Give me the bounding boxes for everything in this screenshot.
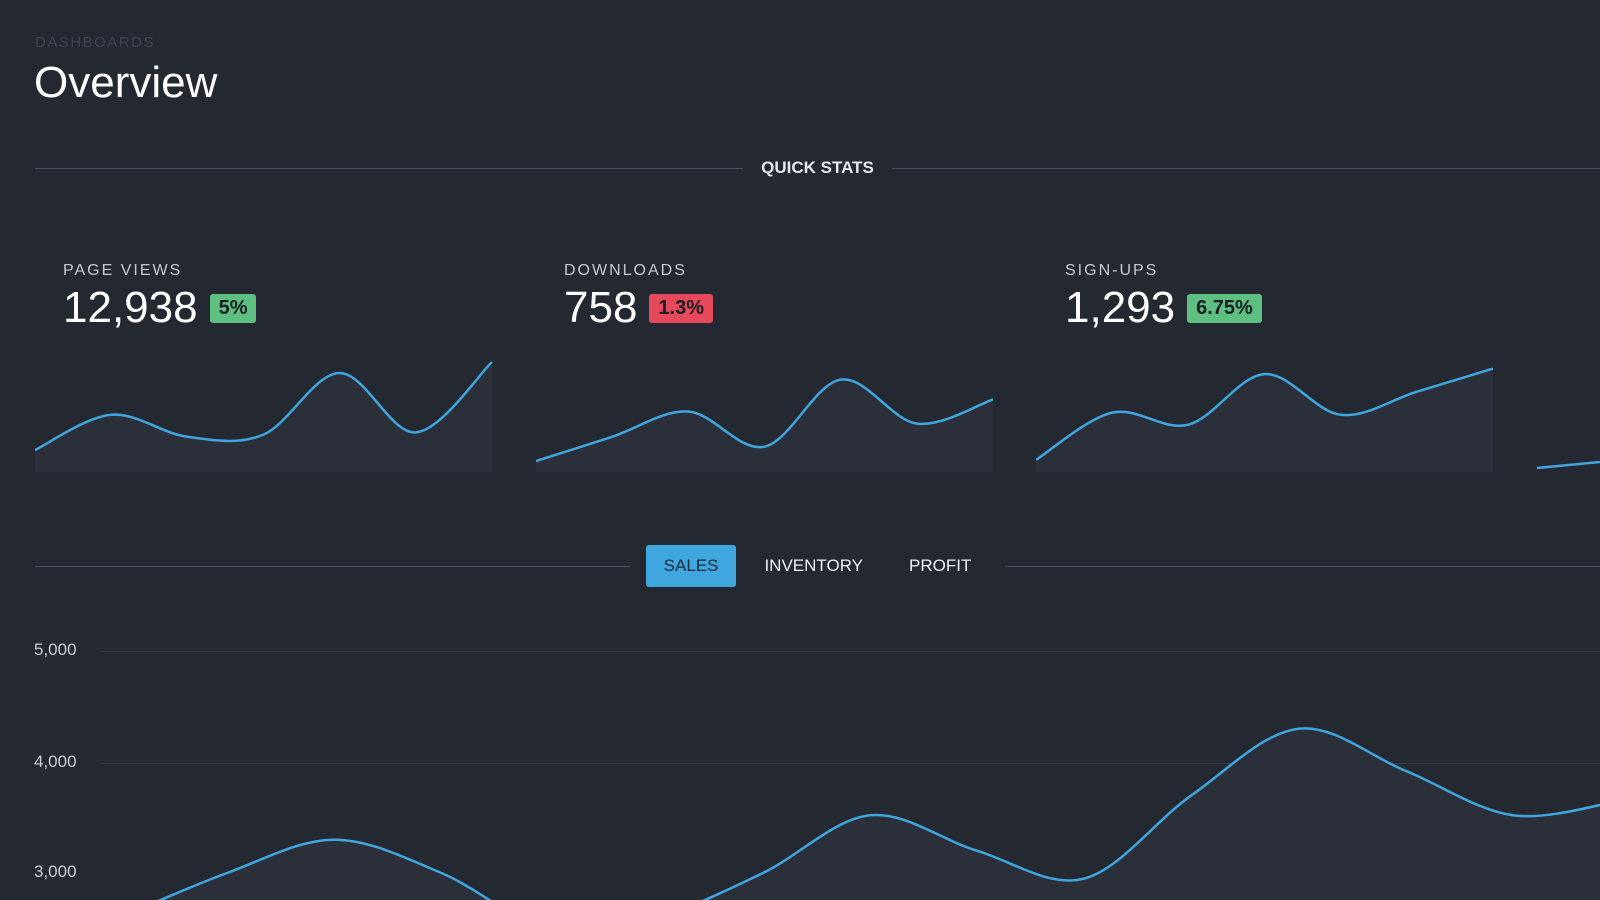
y-tick-label: 3,000 bbox=[34, 862, 77, 881]
quick-stats-divider: QUICK STATS bbox=[35, 157, 1600, 179]
divider-line-left bbox=[35, 167, 744, 169]
quick-stats-heading: QUICK STATS bbox=[761, 158, 874, 177]
stat-sign-ups: SIGN-UPS 1,293 6.75% bbox=[1065, 262, 1262, 332]
change-badge: 5% bbox=[209, 293, 257, 323]
breadcrumb: DASHBOARDS bbox=[35, 34, 156, 51]
stat-value: 1,293 bbox=[1065, 283, 1176, 332]
stat-value: 758 bbox=[564, 283, 638, 332]
gridline bbox=[100, 651, 1600, 652]
sparkline-line bbox=[1036, 367, 1494, 461]
tab-group: SALES INVENTORY PROFIT bbox=[630, 545, 1006, 587]
sparkline-line bbox=[35, 361, 493, 452]
stat-label: PAGE VIEWS bbox=[63, 262, 183, 279]
sparkline-sign-ups bbox=[1036, 367, 1494, 472]
y-tick-label: 4,000 bbox=[34, 752, 77, 771]
stat-page-views: PAGE VIEWS 12,938 5% bbox=[63, 262, 257, 332]
divider-line-right bbox=[1005, 565, 1600, 567]
tab-profit[interactable]: PROFIT bbox=[909, 556, 972, 575]
sales-chart bbox=[157, 727, 1600, 900]
stat-label: DOWNLOADS bbox=[564, 262, 687, 279]
tab-sales[interactable]: SALES bbox=[645, 545, 737, 587]
sparkline-line bbox=[536, 378, 994, 463]
stat-label: SIGN-UPS bbox=[1065, 262, 1159, 279]
sales-series-area bbox=[160, 728, 1600, 900]
sparkline-downloads bbox=[536, 378, 994, 472]
page-title: Overview bbox=[34, 58, 218, 107]
sales-series-line bbox=[157, 727, 1600, 900]
sparkline-area bbox=[536, 379, 993, 472]
sparkline-page-views bbox=[35, 361, 493, 472]
tab-inventory[interactable]: INVENTORY bbox=[764, 556, 864, 575]
sparkline-area bbox=[35, 362, 492, 472]
change-badge: 6.75% bbox=[1187, 293, 1262, 323]
divider-line-right bbox=[891, 167, 1600, 169]
sparkline-area bbox=[1036, 368, 1493, 472]
y-tick-label: 5,000 bbox=[34, 640, 77, 659]
chart-tabs-bar: SALES INVENTORY PROFIT bbox=[35, 545, 1600, 587]
stat-value: 12,938 bbox=[63, 283, 198, 332]
divider-line-left bbox=[35, 565, 630, 567]
gridline bbox=[100, 763, 1600, 764]
sparkline-partial bbox=[1537, 460, 1600, 470]
change-badge: 1.3% bbox=[649, 293, 714, 323]
stat-downloads: DOWNLOADS 758 1.3% bbox=[564, 262, 714, 332]
